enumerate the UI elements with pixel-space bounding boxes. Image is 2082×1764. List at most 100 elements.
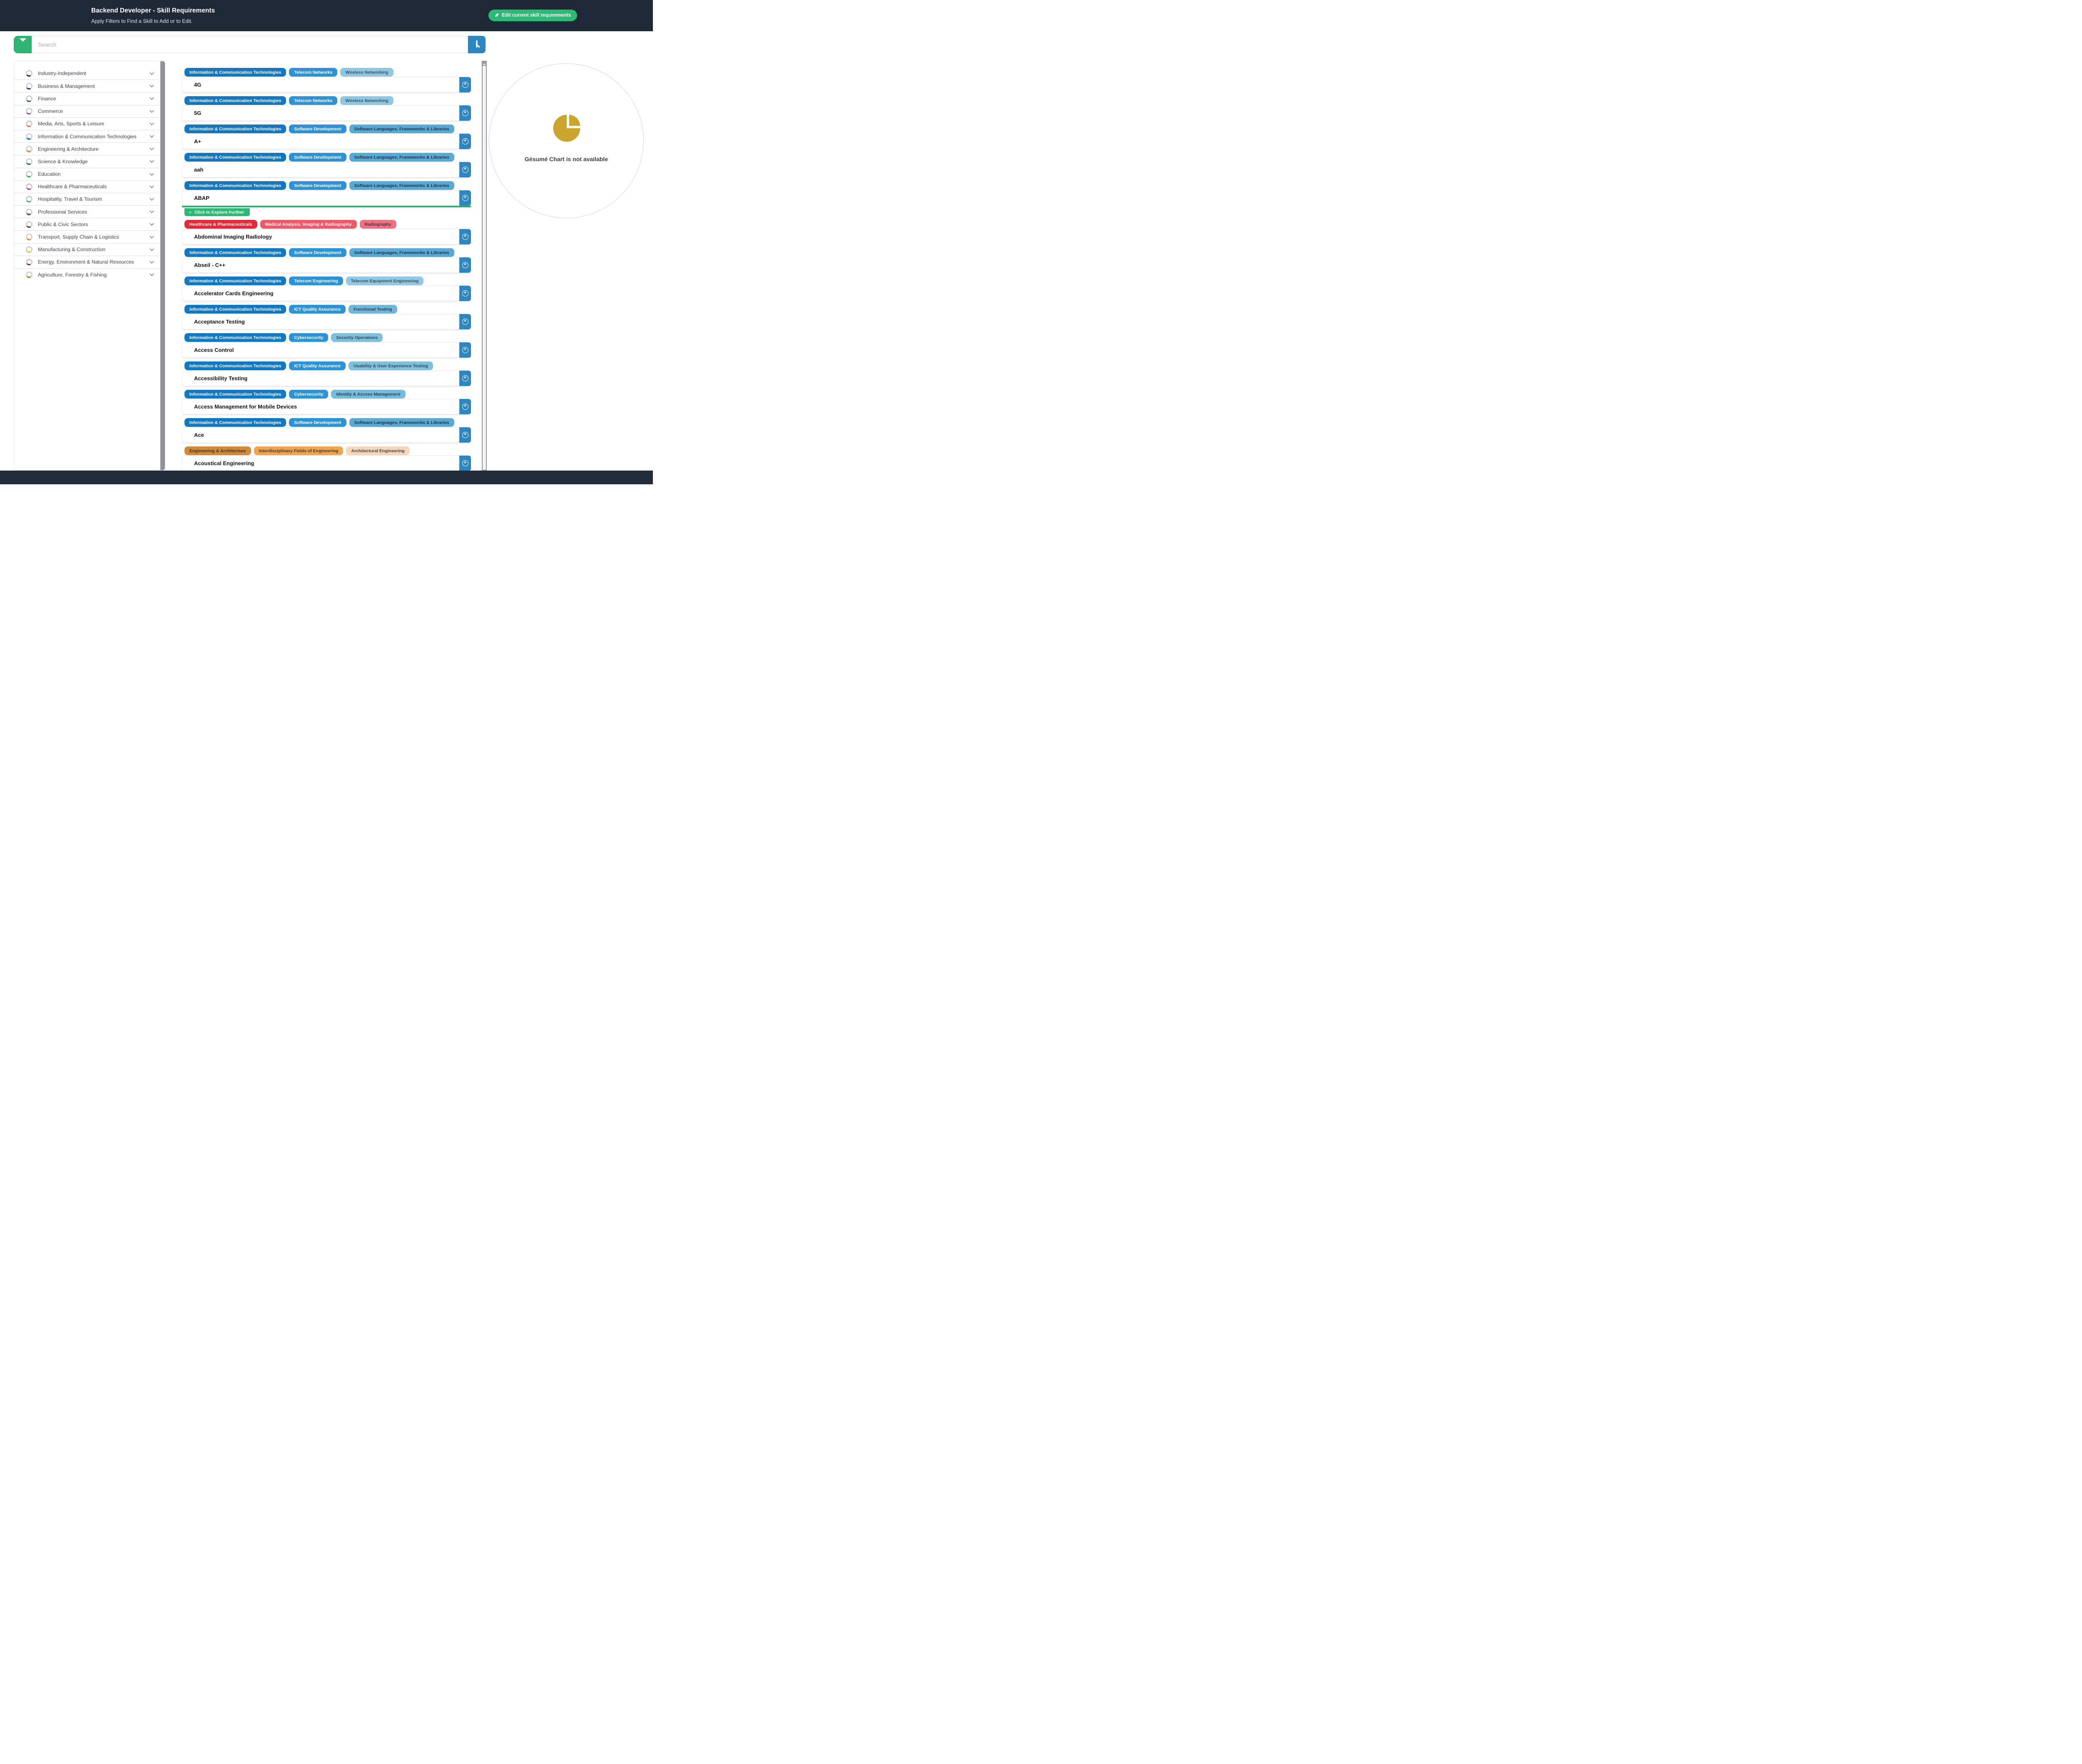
skill-card: Access Management for Mobile Devices +	[182, 399, 471, 414]
ring-hole	[27, 147, 31, 151]
skill-badges: Healthcare & Pharmaceuticals Medical Anal…	[184, 220, 471, 229]
category-ring-icon	[26, 171, 32, 178]
plus-circle-icon: +	[462, 262, 468, 268]
category-ring-icon	[26, 234, 32, 241]
ring-hole	[27, 172, 31, 176]
category-badge: Identity & Access Management	[331, 390, 406, 399]
sidebar-item[interactable]: Industry-Independent	[14, 67, 160, 80]
sidebar-item[interactable]: Education	[14, 167, 160, 180]
category-badge: Medical Analysis, Imaging & Radiography	[260, 220, 357, 229]
category-badge: Wireless Networking	[340, 96, 393, 105]
category-ring-icon	[26, 145, 32, 152]
skill-badges: Information & Communication Technologies…	[184, 418, 471, 427]
plus-circle-icon: +	[462, 195, 468, 201]
category-ring-icon	[26, 108, 32, 115]
add-skill-button[interactable]: +	[459, 162, 471, 177]
add-skill-button[interactable]: +	[459, 286, 471, 301]
add-skill-button[interactable]: +	[459, 427, 471, 443]
sidebar-item[interactable]: Engineering & Architecture	[14, 142, 160, 155]
add-skill-button[interactable]: +	[459, 314, 471, 329]
category-ring-icon	[26, 271, 32, 278]
chevron-down-icon	[149, 209, 154, 213]
sidebar-item[interactable]: Information & Communication Technologies	[14, 130, 160, 142]
category-ring-icon	[26, 196, 32, 203]
add-skill-button[interactable]: +	[459, 342, 471, 358]
add-skill-button[interactable]: +	[459, 399, 471, 414]
add-skill-button[interactable]: +	[459, 77, 471, 92]
add-skill-button[interactable]: +	[459, 229, 471, 244]
category-badge: Software Languages, Frameworks & Librari…	[349, 153, 454, 162]
skill-row: Information & Communication Technologies…	[182, 305, 471, 329]
sidebar-item[interactable]: Agriculture, Forestry & Fishing	[14, 268, 160, 281]
add-skill-button[interactable]: +	[459, 371, 471, 386]
skill-name: Ace	[194, 432, 204, 438]
skill-badges: Information & Communication Technologies…	[184, 333, 471, 342]
skill-name: Abdominal Imaging Radiology	[194, 234, 272, 240]
search-button[interactable]	[468, 36, 486, 53]
chevron-down-icon	[149, 146, 154, 150]
sidebar-item-label: Business & Management	[38, 83, 95, 89]
ring-hole	[27, 122, 31, 126]
resume-chart-panel: Gésumé Chart is not available	[489, 63, 644, 218]
skill-row: Information & Communication Technologies…	[182, 390, 471, 414]
skill-badges: Information & Communication Technologies…	[184, 248, 471, 257]
sidebar-item[interactable]: Commerce	[14, 105, 160, 117]
category-ring-icon	[26, 82, 32, 90]
category-badge: Information & Communication Technologies	[184, 248, 286, 257]
sidebar-item[interactable]: Healthcare & Pharmaceuticals	[14, 180, 160, 193]
category-badge: Telecom Engineering	[289, 277, 343, 285]
arrow-up-icon	[483, 63, 486, 65]
sidebar-item-label: Hospitality, Travel & Tourism	[38, 196, 102, 202]
plus-circle-icon: +	[462, 404, 468, 410]
plus-circle-icon: +	[462, 167, 468, 173]
skill-row: Information & Communication Technologies…	[182, 277, 471, 301]
category-ring-icon	[26, 133, 32, 140]
sidebar-item[interactable]: Public & Civic Sectors	[14, 218, 160, 230]
add-skill-button[interactable]: +	[459, 456, 471, 471]
sidebar-item[interactable]: Manufacturing & Construction	[14, 243, 160, 256]
category-ring-icon	[26, 246, 32, 253]
category-badge: Software Languages, Frameworks & Librari…	[349, 181, 454, 190]
category-badge: Usability & User Experience Testing	[348, 361, 433, 370]
skill-list: Information & Communication Technologies…	[182, 61, 471, 471]
skill-card: Abseil - C++ +	[182, 257, 471, 273]
plus-circle-icon: +	[462, 460, 468, 466]
sidebar-scrollbar[interactable]	[160, 61, 165, 470]
sidebar-item[interactable]: Media, Arts, Sports & Leisure	[14, 117, 160, 130]
plus-circle-icon: +	[462, 234, 468, 240]
page-subtitle: Apply Filters to Find a Skill to Add or …	[91, 18, 193, 24]
plus-circle-icon: +	[462, 110, 468, 116]
skill-card: 4G +	[182, 77, 471, 92]
sidebar-item[interactable]: Hospitality, Travel & Tourism	[14, 192, 160, 205]
skill-card: ABAP +	[182, 190, 471, 206]
category-badge: Cybersecurity	[289, 390, 329, 399]
explore-further-button[interactable]: Click to Explore Further	[184, 208, 250, 216]
skill-badges: Information & Communication Technologies…	[184, 181, 471, 190]
sidebar-item[interactable]: Business & Management	[14, 80, 160, 92]
sidebar-item[interactable]: Professional Services	[14, 205, 160, 218]
skill-name: Acoustical Engineering	[194, 460, 254, 466]
search-input[interactable]	[32, 36, 468, 53]
skill-list-scrollbar[interactable]	[482, 61, 487, 471]
category-badge: Software Languages, Frameworks & Librari…	[349, 125, 454, 133]
sidebar-item[interactable]: Transport, Supply Chain & Logistics	[14, 230, 160, 243]
sidebar-item[interactable]: Science & Knowledge	[14, 155, 160, 167]
add-skill-button[interactable]: +	[459, 257, 471, 273]
chevron-down-icon	[149, 272, 154, 276]
search-bar	[14, 36, 486, 53]
skill-row: Information & Communication Technologies…	[182, 68, 471, 92]
sidebar-item-label: Public & Civic Sectors	[38, 221, 88, 227]
scroll-up-button[interactable]	[483, 62, 486, 66]
add-skill-button[interactable]: +	[459, 134, 471, 149]
filter-button[interactable]	[14, 36, 32, 53]
skill-row: Engineering & Architecture Interdisciplin…	[182, 446, 471, 471]
category-badge: Software Development	[289, 153, 346, 162]
ring-hole	[27, 134, 31, 139]
chevron-down-icon	[149, 121, 154, 125]
edit-skill-requirements-button[interactable]: ✎ Edit current skill requirements	[488, 10, 578, 21]
add-skill-button[interactable]: +	[459, 190, 471, 206]
sidebar-item[interactable]: Energy, Environment & Natural Resources	[14, 255, 160, 268]
add-skill-button[interactable]: +	[459, 105, 471, 121]
sidebar-item[interactable]: Finance	[14, 92, 160, 105]
category-ring-icon	[26, 70, 32, 77]
